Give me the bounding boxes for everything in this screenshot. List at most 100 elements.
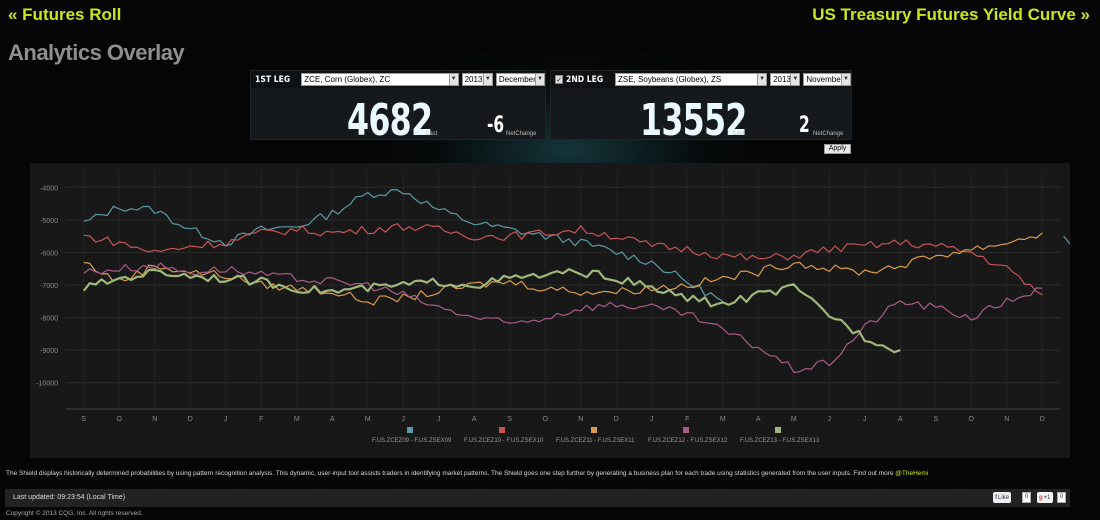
series-line (83, 262, 1043, 374)
spread-chart: -4000 -5000 -6000 -7000 -8000 -9000 -10000 S O N D… (30, 163, 1070, 458)
y-tick-label: -10000 (36, 381, 58, 388)
x-tick-label: J (650, 416, 654, 423)
series-line (83, 223, 1043, 296)
google-plus-icon: g (1039, 494, 1043, 501)
series-line (83, 189, 724, 302)
x-tick-label: O (117, 416, 123, 423)
chevron-down-icon: ▼ (841, 74, 850, 85)
legend-swatch (591, 427, 597, 433)
x-tick-label: S (507, 416, 512, 423)
series-line-tail (1063, 235, 1070, 245)
copyright-text: Copyright © 2013 CQG, Inc. All rights re… (6, 510, 143, 517)
legend-label: F.US.ZCEZ10 - F.US.ZSEX10 (464, 438, 544, 444)
apply-button[interactable]: Apply (824, 144, 851, 154)
chevron-down-icon: ▼ (757, 74, 767, 85)
second-leg-label: 2ND LEG (566, 74, 604, 85)
first-leg-net-change-label: NetChange (506, 131, 537, 137)
x-tick-label: A (756, 416, 761, 423)
y-tick-label: -7000 (40, 283, 58, 290)
second-leg-panel: ✓ 2ND LEG ZSE, Soybeans (Globex), ZS ▼ 2… (550, 70, 852, 143)
x-tick-label: D (188, 416, 193, 423)
x-tick-label: A (472, 416, 477, 423)
x-tick-label: M (791, 416, 797, 423)
first-leg-month-select[interactable]: December ▼ (495, 73, 545, 86)
first-leg-label: 1ST LEG (255, 74, 291, 85)
second-leg-net-change: 2 (799, 113, 810, 138)
x-tick-label: J (437, 416, 441, 423)
legend-label: F.US.ZCEZ12 - F.US.ZSEX12 (648, 438, 728, 444)
facebook-like-count: 0 (1022, 492, 1032, 503)
google-plus-count: 0 (1057, 492, 1067, 503)
x-tick-label: A (898, 416, 903, 423)
first-leg-panel: 1ST LEG ZCE, Corn (Globex), ZC ▼ 2013 ▼ … (250, 70, 546, 146)
x-tick-label: A (330, 416, 335, 423)
first-leg-net-change: -6 (487, 113, 505, 138)
chevron-down-icon: ▼ (790, 74, 800, 85)
chevron-down-icon: ▼ (482, 74, 492, 85)
footer-bar: Last updated: 09:23:54 (Local Time) f Li… (5, 489, 1070, 507)
x-tick-label: S (933, 416, 938, 423)
x-tick-label: J (224, 416, 228, 423)
x-tick-label: F (685, 416, 689, 423)
facebook-like-button[interactable]: f Like (993, 492, 1012, 503)
second-leg-enable-checkbox[interactable]: ✓ (555, 75, 564, 84)
second-leg-contract-value: ZSE, Soybeans (Globex), ZS (618, 75, 722, 84)
x-tick-label: O (543, 416, 549, 423)
x-tick-label: S (81, 416, 86, 423)
google-plus-label: +1 (1043, 494, 1051, 501)
futures-roll-link[interactable]: « Futures Roll (8, 5, 122, 24)
x-tick-label: J (863, 416, 867, 423)
legend-label: F.US.ZCEZ13 - F.US.ZSEX13 (740, 438, 820, 444)
first-leg-year-value: 2013 (464, 75, 483, 84)
last-updated-text: Last updated: 09:23:54 (Local Time) (13, 494, 126, 501)
x-tick-label: D (1040, 416, 1045, 423)
second-leg-year-select[interactable]: 2013 ▼ (770, 73, 801, 86)
facebook-icon: f (995, 494, 997, 501)
y-tick-label: -6000 (40, 250, 58, 257)
x-tick-label: O (969, 416, 975, 423)
first-leg-contract-select[interactable]: ZCE, Corn (Globex), ZC ▼ (301, 73, 459, 86)
x-tick-label: M (720, 416, 726, 423)
first-leg-toolbar: 1ST LEG ZCE, Corn (Globex), ZC ▼ 2013 ▼ … (251, 71, 545, 88)
x-tick-label: N (578, 416, 583, 423)
first-leg-year-select[interactable]: 2013 ▼ (461, 73, 493, 86)
google-plus-button[interactable]: g +1 (1037, 492, 1053, 503)
first-leg-contract-value: ZCE, Corn (Globex), ZC (304, 75, 391, 84)
chevron-down-icon: ▼ (535, 74, 544, 85)
chart-svg: -4000 -5000 -6000 -7000 -8000 -9000 -10000 S O N D… (36, 171, 1070, 444)
second-leg-month-value: November (806, 75, 844, 84)
second-leg-net-change-label: NetChange (813, 131, 844, 137)
x-tick-label: N (152, 416, 157, 423)
second-leg-year-value: 2013 (773, 75, 791, 84)
chevron-down-icon: ▼ (448, 74, 458, 85)
x-tick-label: N (1004, 416, 1009, 423)
legend-swatch (683, 427, 689, 433)
the-hemi-link[interactable]: @TheHemi (895, 470, 929, 477)
legend-label: F.US.ZCEZ11 - F.US.ZSEX11 (556, 438, 635, 444)
second-leg-last-label: Last (733, 131, 745, 137)
series-line (83, 232, 1043, 306)
x-tick-label: M (365, 416, 371, 423)
facebook-like-label: Like (998, 494, 1010, 501)
x-tick-label: D (614, 416, 619, 423)
legend-swatch (499, 427, 505, 433)
legend-label: F.US.ZCEZ09 - F.US.ZSEX09 (372, 438, 452, 444)
y-tick-label: -5000 (40, 218, 58, 225)
description-text: The Shield displays historically determi… (6, 470, 928, 477)
x-tick-label: M (294, 416, 300, 423)
description-body: The Shield displays historically determi… (6, 470, 896, 477)
y-tick-label: -4000 (40, 185, 58, 192)
legend-swatch (407, 427, 413, 433)
second-leg-contract-select[interactable]: ZSE, Soybeans (Globex), ZS ▼ (615, 73, 768, 86)
y-tick-label: -8000 (40, 316, 58, 323)
first-leg-last-value: 4682 (347, 95, 433, 146)
x-tick-label: J (402, 416, 406, 423)
yield-curve-link[interactable]: US Treasury Futures Yield Curve » (812, 5, 1090, 24)
second-leg-month-select[interactable]: November ▼ (803, 73, 851, 86)
x-tick-label: J (828, 416, 832, 423)
second-leg-toolbar: ✓ 2ND LEG ZSE, Soybeans (Globex), ZS ▼ 2… (551, 71, 851, 88)
page-title: Analytics Overlay (8, 40, 185, 65)
x-tick-label: F (259, 416, 263, 423)
first-leg-month-value: December (498, 75, 536, 84)
y-tick-label: -9000 (40, 348, 58, 355)
